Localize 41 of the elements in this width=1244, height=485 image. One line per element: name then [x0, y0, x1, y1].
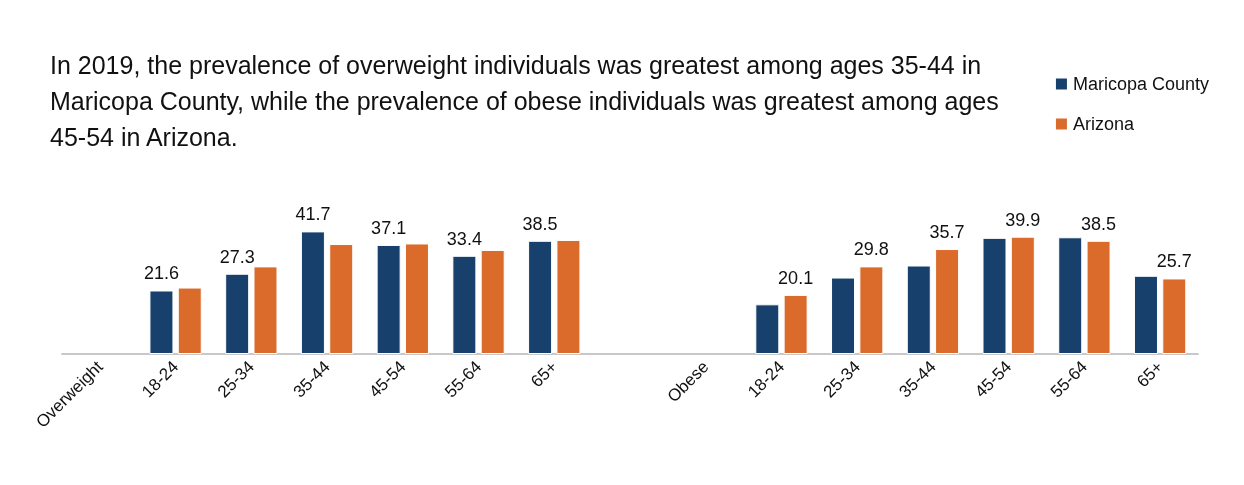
bar — [556, 239, 581, 354]
data-label: 38.5 — [1081, 213, 1117, 234]
bar — [1058, 237, 1083, 354]
bar — [755, 304, 780, 354]
data-label: 39.9 — [1005, 209, 1041, 230]
bar — [452, 255, 477, 354]
bar — [982, 237, 1007, 354]
data-label: 27.3 — [219, 246, 255, 267]
data-label: 33.4 — [446, 228, 482, 249]
bar — [1010, 236, 1035, 354]
bar — [783, 294, 808, 354]
data-label: 38.5 — [522, 213, 558, 234]
bar — [329, 244, 354, 354]
bar — [859, 266, 884, 354]
bar — [225, 273, 250, 354]
bar — [1162, 278, 1187, 354]
bar — [831, 277, 856, 354]
bar — [480, 249, 505, 354]
data-label: 41.7 — [295, 204, 331, 225]
data-label: 21.6 — [143, 263, 179, 284]
data-label: 29.8 — [853, 239, 889, 260]
chart-title: In 2019, the prevalence of overweight individuals was greatest among ages 35-44 in Maricopa County, while the prevalence of obese individuals was greatest among ages 45-54 in Arizona. — [50, 51, 1006, 151]
data-label: 35.7 — [929, 222, 965, 243]
legend-label: Arizona — [1072, 114, 1135, 134]
bar — [300, 231, 325, 354]
bar — [528, 240, 553, 354]
bar — [177, 287, 202, 354]
data-label: 20.1 — [778, 267, 814, 288]
bar — [935, 249, 960, 354]
legend-label: Maricopa County — [1072, 74, 1210, 94]
bar — [1086, 240, 1111, 354]
x-tick-label: 65+ — [527, 357, 562, 392]
data-label: 37.1 — [371, 217, 407, 238]
bar — [404, 243, 429, 354]
data-label: 25.7 — [1156, 251, 1192, 272]
bar — [906, 265, 931, 354]
bar — [253, 266, 278, 354]
bar — [376, 244, 401, 354]
bar — [149, 290, 174, 354]
bar — [1133, 275, 1158, 354]
x-tick-label: 65+ — [1133, 357, 1167, 392]
